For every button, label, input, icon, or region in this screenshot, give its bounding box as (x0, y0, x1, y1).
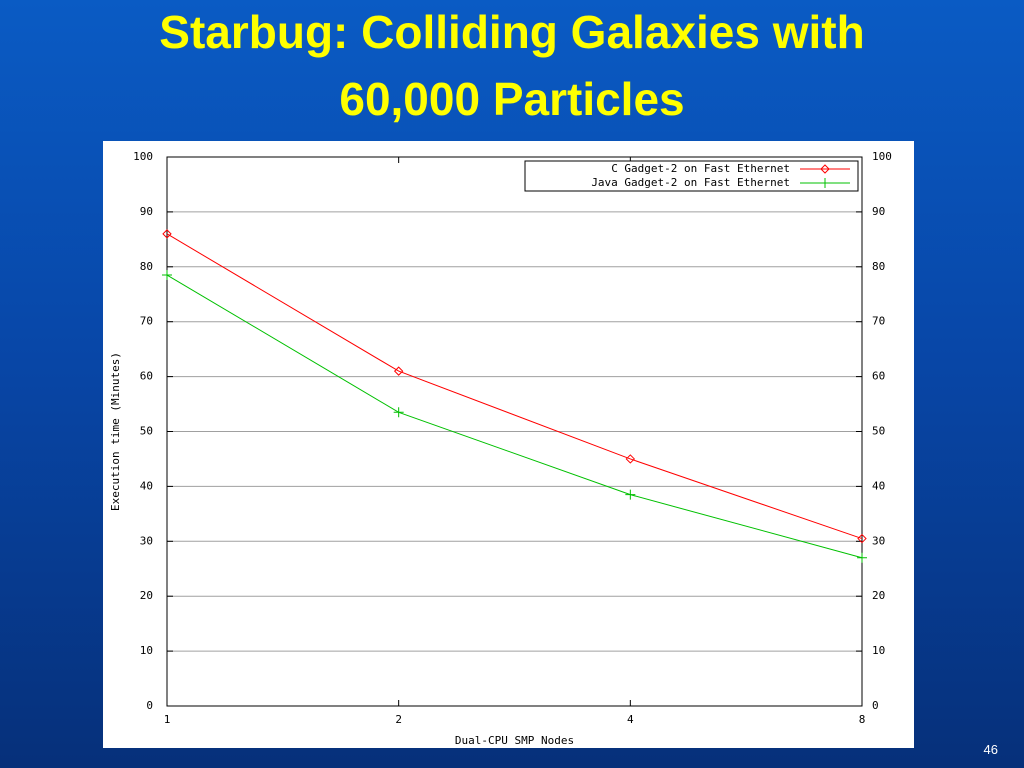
x-tick-label: 8 (859, 713, 866, 726)
marker (857, 552, 867, 563)
y2-tick-label: 70 (872, 315, 885, 328)
series-line (166, 233, 863, 540)
y-tick-label: 10 (140, 644, 153, 657)
y2-tick-label: 90 (872, 205, 885, 218)
y2-tick-label: 40 (872, 479, 885, 492)
marker (857, 533, 867, 544)
y-tick-label: 20 (140, 589, 153, 602)
y2-tick-label: 80 (872, 260, 885, 273)
legend-box (524, 160, 859, 192)
series-line (166, 274, 863, 559)
slide-title: 60,000 Particles (339, 73, 685, 125)
plot-frame (166, 156, 863, 707)
marker (393, 407, 404, 418)
legend-label: C Gadget-2 on Fast Ethernet (611, 162, 790, 175)
y2-tick-label: 0 (872, 699, 879, 712)
chart: 0 10 20 30 40 50 60 70 80 90 100 0 10 20 30 40 50 60 70 80 9… (103, 141, 914, 748)
y2-tick-label: 100 (872, 150, 892, 163)
y-tick-label: 100 (133, 150, 153, 163)
y-tick-label: 60 (140, 370, 153, 383)
y-tick-label: 0 (146, 699, 153, 712)
slide-title: Starbug: Colliding Galaxies with (159, 6, 865, 58)
x-tick-label: 4 (627, 713, 634, 726)
legend-marker (820, 164, 830, 174)
y-tick-label: 50 (140, 425, 153, 438)
y2-tick-label: 20 (872, 589, 885, 602)
y2-tick-label: 10 (872, 644, 885, 657)
legend-label: Java Gadget-2 on Fast Ethernet (591, 176, 790, 189)
marker (162, 270, 172, 281)
legend-marker (820, 178, 830, 188)
y2-tick-label: 60 (872, 370, 885, 383)
marker (162, 229, 172, 239)
x-axis-label: Dual-CPU SMP Nodes (455, 734, 574, 747)
x-tick-label: 1 (164, 713, 171, 726)
x-tick-label: 2 (395, 713, 402, 726)
y-tick-label: 90 (140, 205, 153, 218)
marker (393, 366, 404, 376)
y-tick-label: 70 (140, 315, 153, 328)
marker (625, 454, 636, 464)
y-axis-label: Execution time (Minutes) (109, 352, 122, 511)
y-tick-label: 30 (140, 534, 153, 547)
y-tick-label: 40 (140, 479, 153, 492)
chart-background (103, 141, 914, 748)
y2-tick-label: 30 (872, 534, 885, 547)
y2-tick-label: 50 (872, 425, 885, 438)
y-tick-label: 80 (140, 260, 153, 273)
marker (625, 489, 636, 500)
page-number: 46 (983, 742, 998, 757)
